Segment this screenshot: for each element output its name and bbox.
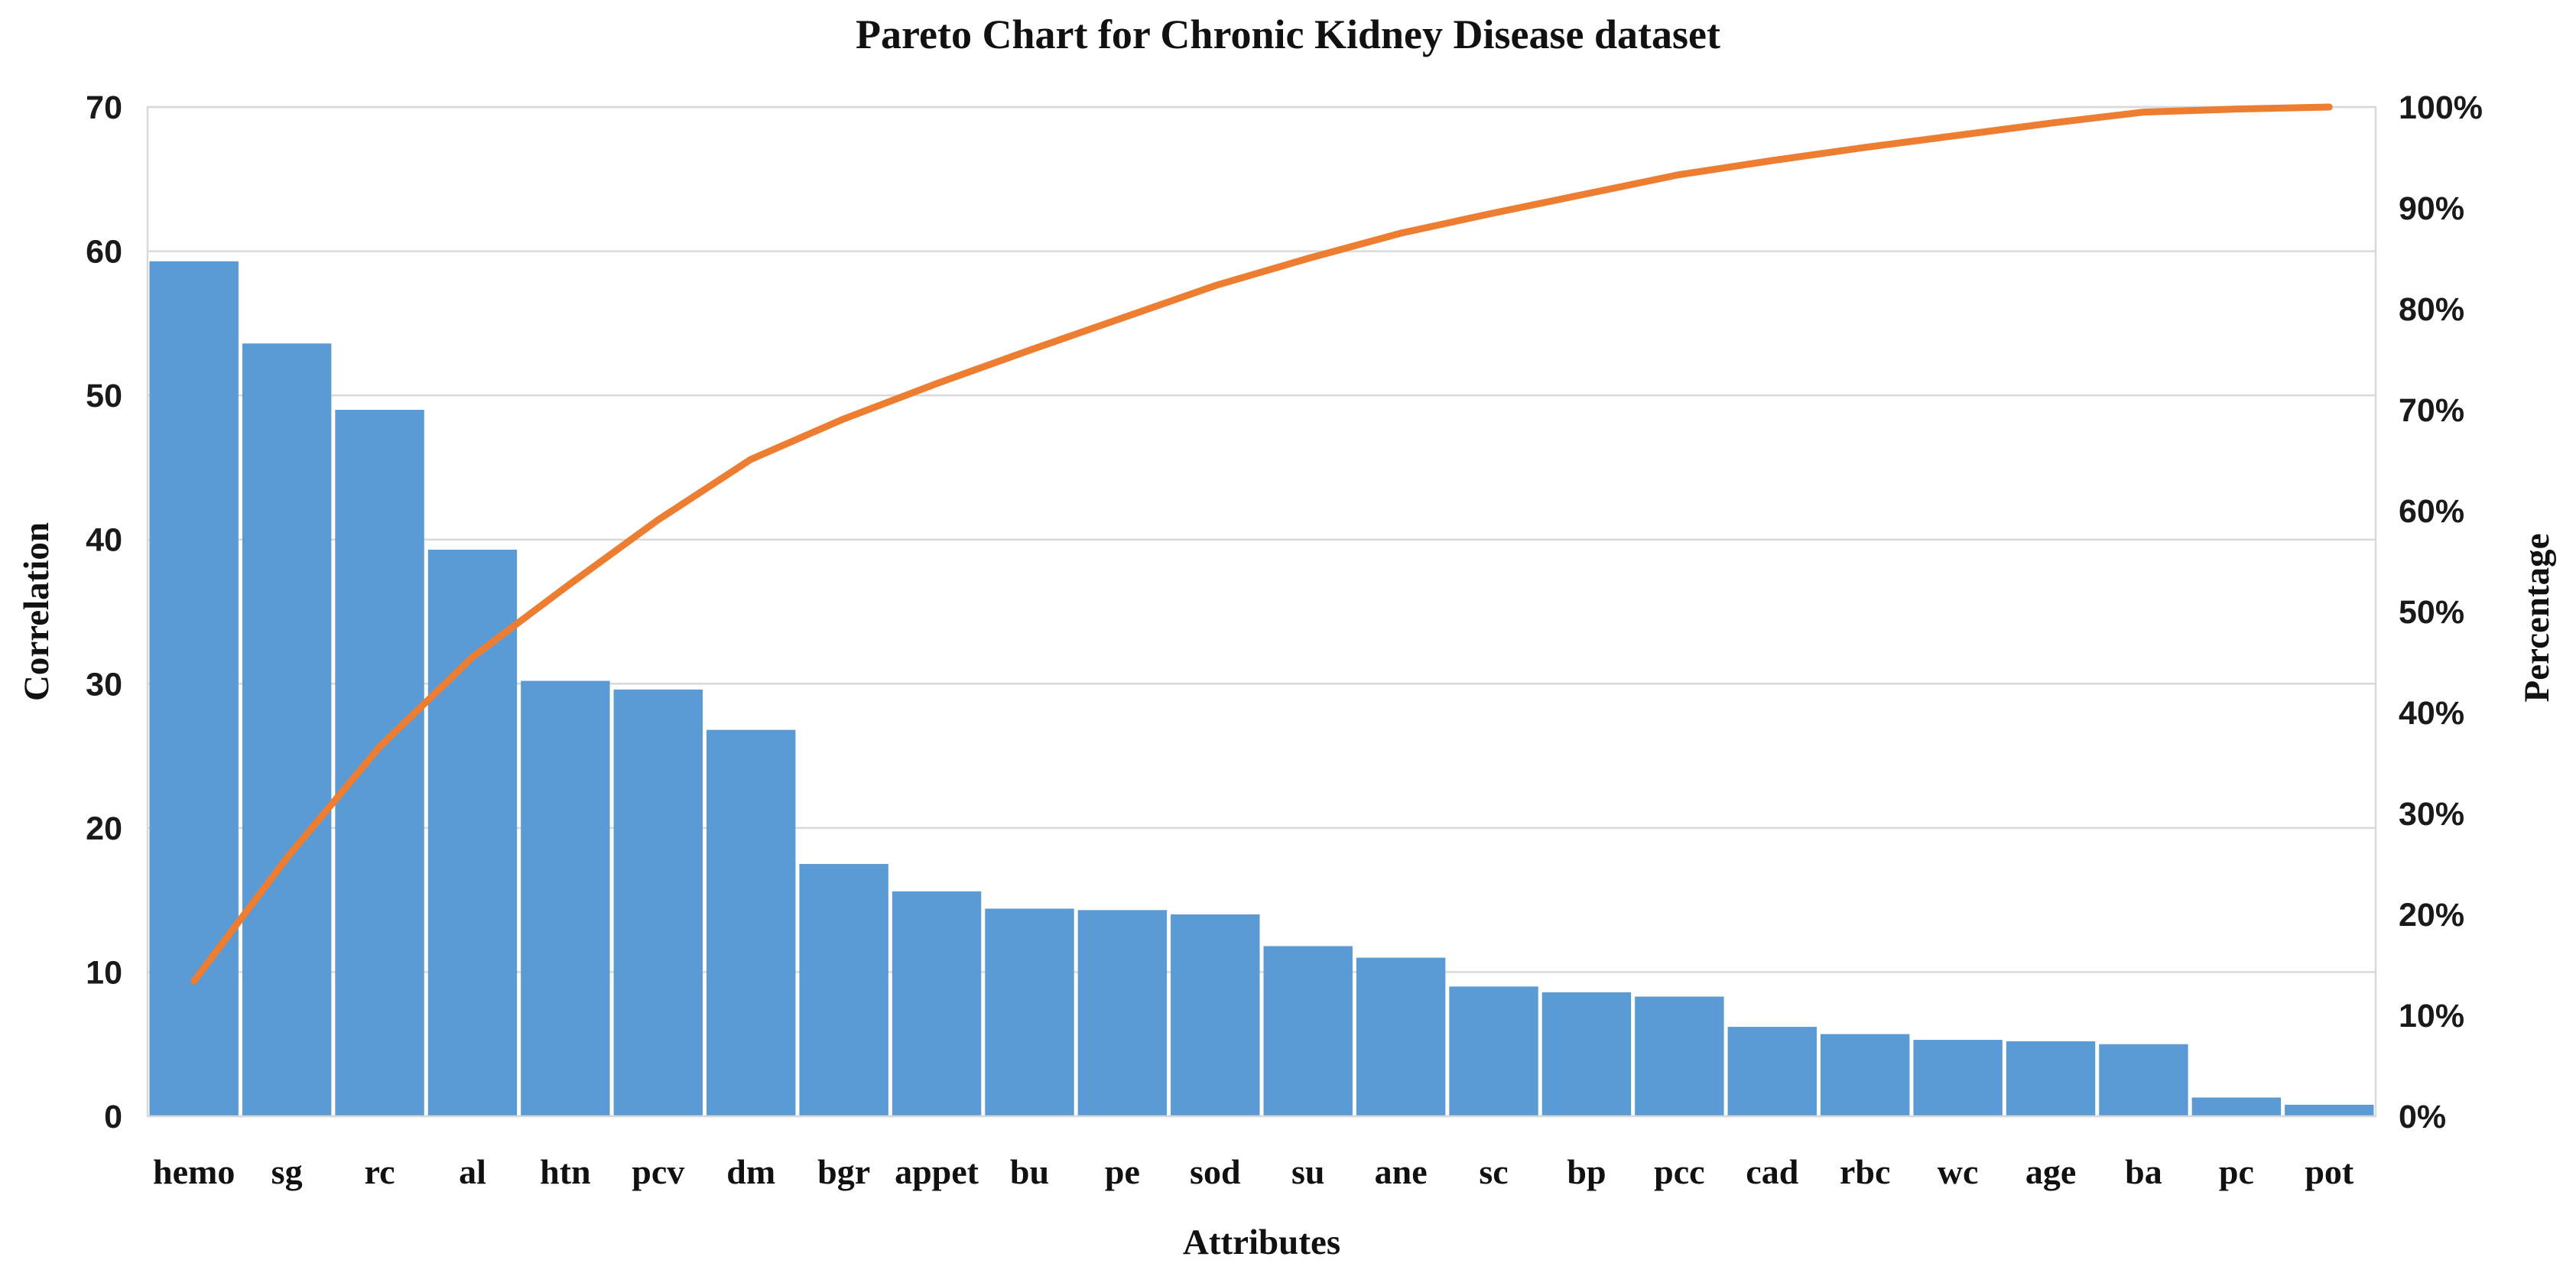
- bar-ba: [2099, 1044, 2188, 1116]
- bar-bgr: [799, 864, 888, 1116]
- category-label-dm: dm: [726, 1152, 775, 1191]
- right-axis-tick-label-60%: 60%: [2399, 493, 2464, 530]
- bar-bu: [985, 908, 1074, 1116]
- bar-al: [427, 549, 518, 1116]
- category-label-bp: bp: [1567, 1152, 1606, 1191]
- category-label-pc: pc: [2219, 1152, 2254, 1191]
- category-label-rc: rc: [365, 1152, 395, 1191]
- left-axis-tick-label-70: 70: [86, 89, 122, 126]
- right-axis-tick-label-50%: 50%: [2399, 594, 2464, 631]
- bar-age: [2006, 1041, 2096, 1116]
- bar-wc: [1913, 1040, 2003, 1116]
- category-label-hemo: hemo: [153, 1152, 235, 1191]
- bar-pe: [1077, 910, 1168, 1116]
- left-axis-tick-label-0: 0: [104, 1099, 122, 1135]
- left-axis-tick-label-60: 60: [86, 234, 122, 271]
- category-label-bu: bu: [1010, 1152, 1049, 1191]
- category-label-pcv: pcv: [632, 1152, 684, 1191]
- bar-pcc: [1635, 996, 1724, 1116]
- bar-rbc: [1821, 1034, 1910, 1116]
- category-label-ane: ane: [1375, 1152, 1428, 1191]
- right-axis-tick-label-0%: 0%: [2399, 1099, 2446, 1135]
- bar-cad: [1727, 1027, 1817, 1116]
- right-axis-tick-label-20%: 20%: [2399, 897, 2464, 934]
- right-axis-tick-label-90%: 90%: [2399, 190, 2464, 227]
- category-label-wc: wc: [1938, 1152, 1979, 1191]
- category-label-pcc: pcc: [1654, 1152, 1704, 1191]
- category-label-htn: htn: [540, 1152, 590, 1191]
- category-label-age: age: [2025, 1152, 2076, 1191]
- bar-su: [1263, 946, 1353, 1116]
- bar-hemo: [149, 261, 239, 1116]
- right-axis-tick-label-10%: 10%: [2399, 998, 2464, 1034]
- bar-appet: [892, 891, 982, 1116]
- left-axis-title: Correlation: [17, 521, 57, 702]
- category-label-bgr: bgr: [817, 1152, 870, 1191]
- chart-title: Pareto Chart for Chronic Kidney Disease …: [856, 11, 1720, 57]
- right-axis-title: Percentage: [2517, 533, 2557, 703]
- right-axis-tick-label-30%: 30%: [2399, 796, 2464, 833]
- bar-pc: [2191, 1097, 2282, 1116]
- bar-htn: [521, 680, 610, 1116]
- category-label-appet: appet: [895, 1152, 979, 1191]
- x-axis-title: Attributes: [1182, 1223, 1341, 1262]
- bar-bp: [1541, 992, 1632, 1116]
- category-label-ba: ba: [2125, 1152, 2162, 1191]
- right-axis-tick-label-80%: 80%: [2399, 291, 2464, 328]
- category-label-pe: pe: [1105, 1152, 1140, 1191]
- cumulative-line: [190, 103, 2333, 985]
- category-label-pot: pot: [2305, 1152, 2354, 1191]
- left-axis-tick-label-10: 10: [86, 954, 122, 991]
- bar-ane: [1356, 957, 1446, 1116]
- category-label-al: al: [459, 1152, 486, 1191]
- right-axis-tick-label-70%: 70%: [2399, 392, 2464, 429]
- bar-pot: [2285, 1104, 2374, 1116]
- category-label-sc: sc: [1479, 1152, 1508, 1191]
- bar-pcv: [613, 689, 703, 1116]
- category-label-su: su: [1291, 1152, 1324, 1191]
- bar-sc: [1449, 986, 1538, 1116]
- bar-sg: [242, 343, 332, 1116]
- right-axis-tick-label-100%: 100%: [2399, 89, 2483, 126]
- category-label-sod: sod: [1190, 1152, 1241, 1191]
- bar-rc: [335, 410, 424, 1116]
- left-axis-tick-label-30: 30: [86, 666, 122, 703]
- category-label-cad: cad: [1746, 1152, 1798, 1191]
- bar-dm: [707, 729, 796, 1116]
- left-axis-tick-label-40: 40: [86, 522, 122, 559]
- right-axis-tick-label-40%: 40%: [2399, 695, 2464, 732]
- left-axis-tick-label-20: 20: [86, 810, 122, 847]
- category-label-sg: sg: [271, 1152, 303, 1191]
- left-axis-tick-label-50: 50: [86, 378, 122, 414]
- bar-sod: [1171, 914, 1260, 1116]
- category-label-rbc: rbc: [1840, 1152, 1890, 1191]
- plot-border: [146, 106, 2377, 1118]
